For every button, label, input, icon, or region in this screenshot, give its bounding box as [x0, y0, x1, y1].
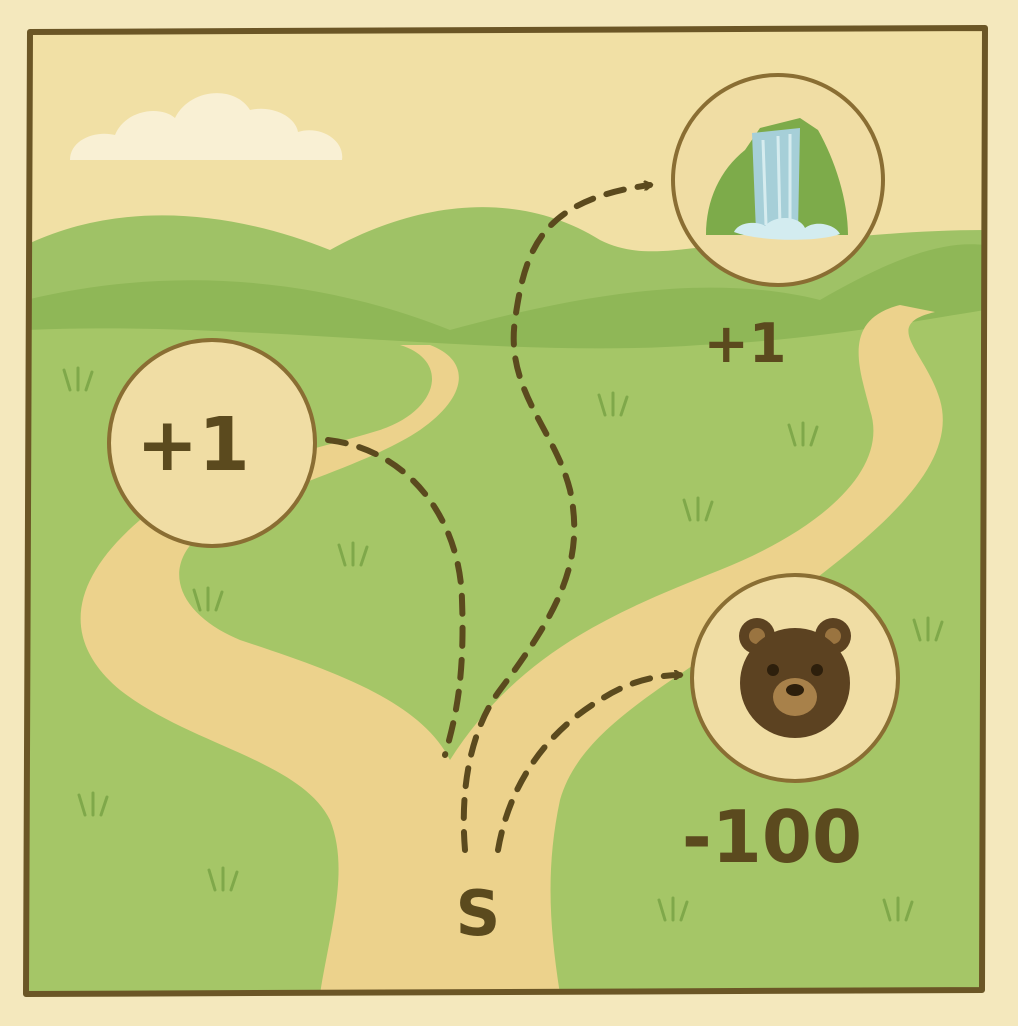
cloud-icon	[70, 93, 343, 160]
grass-tufts	[62, 366, 944, 922]
bear-icon	[739, 618, 851, 738]
waterfall-icon	[706, 118, 848, 240]
map-border	[23, 25, 988, 997]
reward-circle-bear[interactable]	[690, 573, 900, 783]
reward-waterfall-value: +1	[704, 312, 787, 375]
reward-left-value: +1	[136, 402, 250, 488]
route-to-left-reward	[325, 437, 466, 758]
reward-circle-waterfall[interactable]	[671, 73, 885, 287]
start-label: S	[456, 877, 501, 950]
route-to-bear	[495, 675, 680, 853]
route-to-waterfall	[460, 185, 650, 853]
reward-circle-left[interactable]: +1	[107, 338, 317, 548]
reward-bear-value: -100	[682, 795, 862, 879]
